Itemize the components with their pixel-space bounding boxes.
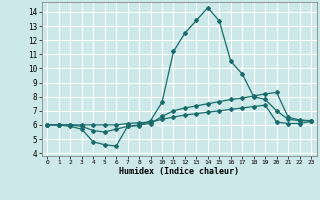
X-axis label: Humidex (Indice chaleur): Humidex (Indice chaleur)	[119, 167, 239, 176]
